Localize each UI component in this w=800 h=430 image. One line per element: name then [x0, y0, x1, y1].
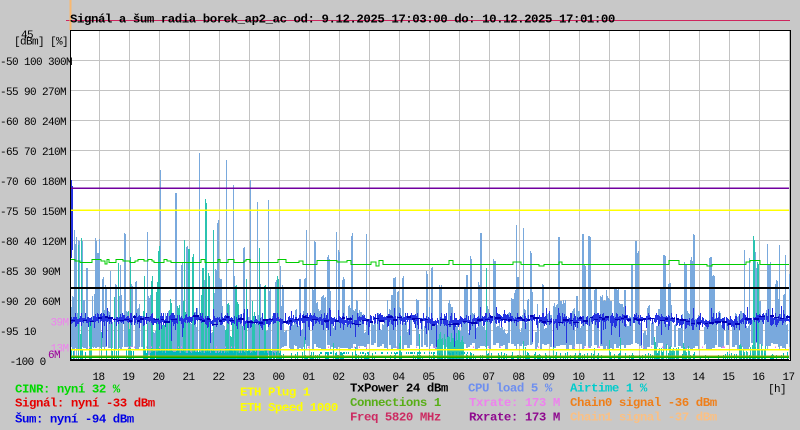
- svg-text:CPU load 5 %: CPU load 5 %: [468, 382, 553, 396]
- svg-text:-80 40 120M: -80 40 120M: [0, 237, 66, 249]
- svg-text:22: 22: [213, 372, 225, 384]
- svg-text:CINR: nyní 32 %: CINR: nyní 32 %: [15, 383, 121, 397]
- svg-text:-70 60 180M: -70 60 180M: [0, 177, 66, 189]
- svg-text:21: 21: [183, 372, 196, 384]
- svg-text:19: 19: [123, 372, 135, 384]
- svg-text:04: 04: [393, 372, 406, 384]
- svg-text:TxPower 24 dBm: TxPower 24 dBm: [350, 382, 448, 396]
- svg-text:13: 13: [663, 372, 675, 384]
- svg-text:-75 50 150M: -75 50 150M: [0, 207, 66, 219]
- svg-text:08: 08: [513, 372, 525, 384]
- svg-text:01: 01: [303, 372, 316, 384]
- svg-text:6M: 6M: [48, 350, 60, 362]
- svg-text:Chain1 signal -37 dBm: Chain1 signal -37 dBm: [570, 411, 717, 425]
- svg-text:06: 06: [453, 372, 465, 384]
- svg-text:39M: 39M: [51, 318, 69, 330]
- svg-text:[h]: [h]: [768, 384, 786, 396]
- svg-text:45: 45: [21, 30, 33, 42]
- svg-text:-90 20 60M: -90 20 60M: [0, 297, 60, 309]
- svg-text:17: 17: [783, 372, 795, 384]
- svg-text:Rxrate: 173 M: Rxrate: 173 M: [469, 411, 560, 425]
- svg-text:-100 0: -100 0: [10, 357, 46, 369]
- svg-text:Connections 1: Connections 1: [350, 396, 441, 410]
- svg-text:-65 70 210M: -65 70 210M: [0, 147, 66, 159]
- svg-text:-50 100 300M: -50 100 300M: [0, 57, 72, 69]
- svg-text:07: 07: [483, 372, 495, 384]
- svg-text:Chain0 signal -36 dBm: Chain0 signal -36 dBm: [570, 396, 717, 410]
- svg-text:16: 16: [753, 372, 765, 384]
- svg-text:13M: 13M: [51, 344, 69, 356]
- svg-text:Airtime 1 %: Airtime 1 %: [570, 382, 648, 396]
- svg-text:Šum: nyní -94 dBm: Šum: nyní -94 dBm: [15, 412, 134, 427]
- svg-text:ETH Speed 1000: ETH Speed 1000: [240, 401, 338, 415]
- svg-text:[dBm] [%]: [dBm] [%]: [14, 37, 68, 49]
- svg-text:Signál a šum radia borek_ap2_a: Signál a šum radia borek_ap2_ac od: 9.12…: [70, 13, 615, 27]
- svg-text:10: 10: [573, 372, 585, 384]
- svg-text:15: 15: [723, 372, 735, 384]
- svg-text:-55 90 270M: -55 90 270M: [0, 87, 66, 99]
- svg-text:18: 18: [93, 372, 105, 384]
- svg-text:Freq 5820 MHz: Freq 5820 MHz: [350, 411, 441, 425]
- svg-text:09: 09: [543, 372, 555, 384]
- svg-text:-60 80 240M: -60 80 240M: [0, 117, 66, 129]
- svg-text:11: 11: [603, 372, 616, 384]
- svg-text:00: 00: [273, 372, 285, 384]
- svg-text:03: 03: [363, 372, 375, 384]
- svg-text:12: 12: [633, 372, 645, 384]
- svg-text:-85 30 90M: -85 30 90M: [0, 267, 60, 279]
- svg-text:02: 02: [333, 372, 345, 384]
- svg-text:05: 05: [423, 372, 435, 384]
- svg-text:ETH Plug 1: ETH Plug 1: [240, 386, 310, 400]
- svg-text:14: 14: [693, 372, 706, 384]
- svg-text:-95 10: -95 10: [0, 327, 36, 339]
- svg-text:23: 23: [243, 372, 255, 384]
- svg-text:Signál: nyní -33 dBm: Signál: nyní -33 dBm: [15, 397, 155, 411]
- svg-text:20: 20: [153, 372, 165, 384]
- svg-text:Txrate: 173 M: Txrate: 173 M: [469, 396, 560, 410]
